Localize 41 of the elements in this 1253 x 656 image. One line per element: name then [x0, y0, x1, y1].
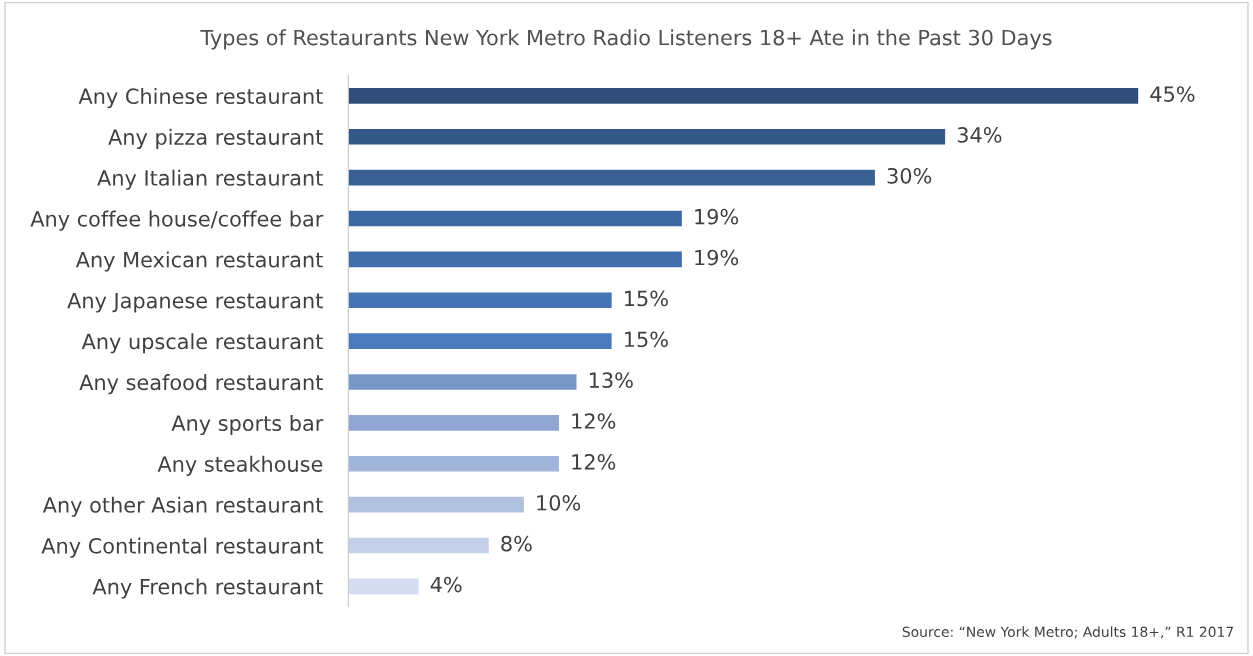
bar: [348, 128, 946, 145]
bar: [348, 210, 682, 227]
data-label: 15%: [625, 290, 668, 307]
y-tick-label: Any Continental restaurant: [41, 537, 323, 558]
bar: [348, 333, 612, 349]
bar: [348, 415, 559, 431]
bar: [348, 292, 612, 309]
bar: [348, 455, 559, 472]
bar: [348, 537, 489, 554]
data-label: 34%: [957, 127, 1002, 143]
data-label: 15%: [625, 331, 668, 348]
data-label: 10%: [537, 494, 581, 511]
y-tick-label: Any Chinese restaurant: [78, 87, 323, 109]
data-label: 4%: [430, 576, 462, 593]
bar: [348, 578, 419, 595]
data-label: 13%: [589, 372, 633, 389]
y-tick-label: Any Mexican restaurant: [75, 251, 323, 272]
data-label: 30%: [887, 167, 932, 184]
data-label: 8%: [501, 535, 532, 552]
bar: [348, 251, 682, 268]
y-tick-label: Any coffee house/coffee bar: [30, 210, 324, 231]
y-tick-label: Any upscale restaurant: [81, 333, 323, 354]
y-tick-label: Any Japanese restaurant: [67, 292, 323, 313]
y-tick-label: Any sports bar: [171, 414, 324, 436]
data-label: 45%: [1150, 86, 1195, 102]
y-tick-label: Any French restaurant: [92, 578, 323, 599]
y-tick-label: Any steakhouse: [157, 455, 323, 476]
bar: [348, 88, 1139, 104]
data-label: 12%: [572, 454, 616, 470]
bar: [348, 496, 524, 513]
y-tick-label: Any other Asian restaurant: [42, 496, 323, 517]
y-tick-label: Any pizza restaurant: [108, 128, 323, 149]
data-label: 19%: [695, 208, 739, 225]
data-label: 19%: [695, 249, 739, 266]
y-tick-label: Any seafood restaurant: [79, 374, 323, 395]
y-tick-label: Any Italian restaurant: [97, 169, 323, 190]
bar: [348, 169, 875, 186]
chart-title: Types of Restaurants New York Metro Radio Listeners 18+ Ate in the Past 30 Days: [200, 29, 1052, 50]
source-note: Source: “New York Metro; Adults 18+,” R1 2017: [902, 626, 1234, 639]
bar: [348, 374, 577, 390]
data-label: 12%: [572, 413, 616, 429]
